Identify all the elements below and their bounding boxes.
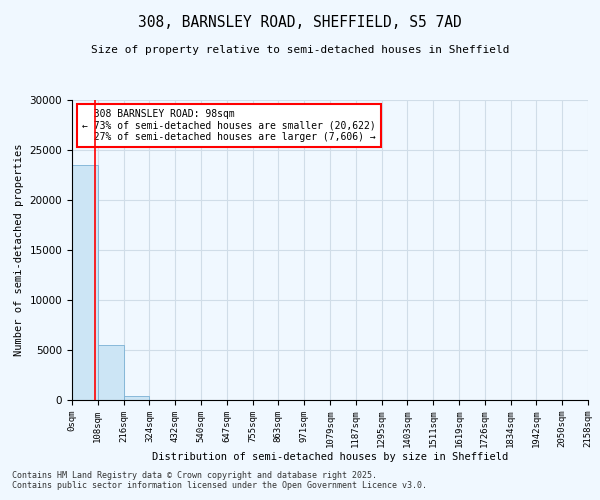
Text: Size of property relative to semi-detached houses in Sheffield: Size of property relative to semi-detach… [91, 45, 509, 55]
Text: 308 BARNSLEY ROAD: 98sqm
← 73% of semi-detached houses are smaller (20,622)
  27: 308 BARNSLEY ROAD: 98sqm ← 73% of semi-d… [82, 109, 376, 142]
Y-axis label: Number of semi-detached properties: Number of semi-detached properties [14, 144, 24, 356]
Bar [72, 165, 98, 400]
Text: 308, BARNSLEY ROAD, SHEFFIELD, S5 7AD: 308, BARNSLEY ROAD, SHEFFIELD, S5 7AD [138, 15, 462, 30]
Bar [124, 396, 149, 400]
Bar [98, 345, 124, 400]
Text: Contains HM Land Registry data © Crown copyright and database right 2025.
Contai: Contains HM Land Registry data © Crown c… [12, 470, 427, 490]
X-axis label: Distribution of semi-detached houses by size in Sheffield: Distribution of semi-detached houses by … [152, 452, 508, 462]
